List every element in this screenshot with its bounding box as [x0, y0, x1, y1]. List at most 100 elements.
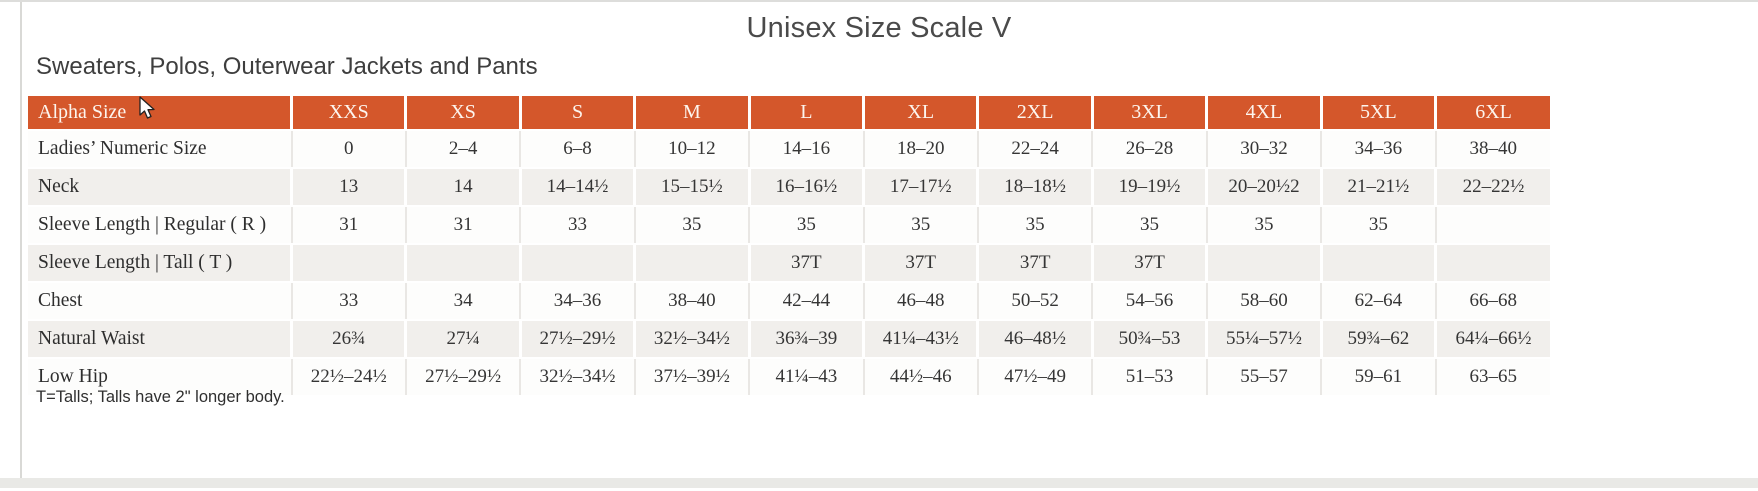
size-cell: 35: [748, 205, 864, 245]
size-cell: 37T: [1090, 243, 1207, 283]
row-label: Sleeve Length | Tall ( T ): [28, 243, 292, 283]
size-cell: 58–60: [1205, 281, 1322, 321]
size-cell: 20–20½2: [1205, 167, 1322, 207]
size-cell: 30–32: [1205, 129, 1322, 169]
table-row: Neck 13 14 14–14½ 15–15½ 16–16½ 17–17½ 18–18½ 19…: [28, 167, 1550, 207]
size-cell: 35: [1091, 205, 1207, 245]
size-cell: 27¼: [404, 319, 521, 359]
size-cell: 44½–46: [862, 357, 978, 397]
size-cell: 35: [1320, 205, 1436, 245]
size-cell: 66–68: [1434, 281, 1550, 321]
size-cell: 55–57: [1205, 357, 1322, 397]
size-cell: 38–40: [633, 281, 750, 321]
size-cell: [1434, 205, 1550, 245]
size-cell: 34–36: [1320, 129, 1436, 169]
size-cell: 27½–29½: [404, 357, 521, 397]
size-cell: 55¼–57½: [1205, 319, 1322, 359]
size-cell: 16–16½: [747, 167, 864, 207]
size-cell: 15–15½: [633, 167, 750, 207]
size-cell: 59¾–62: [1319, 319, 1436, 359]
size-cell: 51–53: [1091, 357, 1207, 397]
header-cell-size-3xl: 3XL: [1090, 96, 1207, 131]
header-cell-size-xl: XL: [862, 96, 978, 131]
size-cell: [1319, 243, 1436, 283]
size-cell: 34–36: [519, 281, 635, 321]
page-subtitle: Sweaters, Polos, Outerwear Jackets and P…: [36, 53, 538, 80]
size-cell: 59–61: [1320, 357, 1436, 397]
size-cell: 13: [289, 167, 406, 207]
size-cell: 35: [633, 205, 750, 245]
size-cell: 31: [404, 205, 521, 245]
row-label: Low Hip: [28, 357, 292, 397]
table-row: Natural Waist 26¾ 27¼ 27½–29½ 32½–34½ 36¾–39 4…: [28, 319, 1550, 359]
header-cell-size-m: M: [633, 96, 750, 131]
row-label: Chest: [28, 281, 292, 321]
size-cell: [1205, 243, 1322, 283]
row-label: Natural Waist: [28, 319, 292, 359]
size-cell: 18–20: [862, 129, 978, 169]
size-cell: 6–8: [519, 129, 635, 169]
header-cell-alpha-size: Alpha Size: [28, 96, 292, 131]
size-cell: 14–16: [748, 129, 864, 169]
size-cell: 14: [404, 167, 521, 207]
size-cell: 35: [976, 205, 1093, 245]
page-left-border: [20, 2, 22, 478]
row-label: Ladies’ Numeric Size: [28, 129, 292, 169]
size-cell: 22–22½: [1434, 167, 1550, 207]
size-cell: 63–65: [1434, 357, 1550, 397]
size-cell: 42–44: [748, 281, 864, 321]
size-cell: 17–17½: [862, 167, 978, 207]
size-cell: 54–56: [1091, 281, 1207, 321]
row-label: Neck: [28, 167, 292, 207]
size-cell: 22½–24½: [290, 357, 406, 397]
size-cell: [289, 243, 406, 283]
header-cell-size-2xl: 2XL: [976, 96, 1093, 131]
size-cell: 37T: [976, 243, 1093, 283]
size-cell: 46–48½: [976, 319, 1093, 359]
size-cell: 10–12: [633, 129, 750, 169]
size-cell: 62–64: [1320, 281, 1436, 321]
size-cell: 47½–49: [976, 357, 1093, 397]
header-cell-size-5xl: 5XL: [1319, 96, 1436, 131]
size-cell: 0: [290, 129, 406, 169]
size-cell: 33: [519, 205, 635, 245]
table-header-row: Alpha Size XXS XS S M L XL 2XL 3XL 4XL 5XL 6XL: [28, 96, 1550, 131]
size-cell: 22–24: [976, 129, 1093, 169]
size-cell: 46–48: [862, 281, 978, 321]
size-cell: 26–28: [1091, 129, 1207, 169]
header-cell-size-xxs: XXS: [289, 96, 406, 131]
size-cell: [633, 243, 750, 283]
header-cell-size-6xl: 6XL: [1434, 96, 1550, 131]
size-cell: 2–4: [404, 129, 521, 169]
header-cell-size-s: S: [518, 96, 635, 131]
mouse-cursor-icon: [139, 96, 155, 119]
size-cell: 35: [1205, 205, 1322, 245]
page-top-border: [0, 0, 1758, 2]
size-cell: 37T: [862, 243, 978, 283]
page-title: Unisex Size Scale V: [746, 12, 1012, 44]
size-cell: 21–21½: [1319, 167, 1436, 207]
size-cell: 14–14½: [518, 167, 635, 207]
table-row: Low Hip 22½–24½ 27½–29½ 32½–34½ 37½–39½ 41¼–4…: [28, 357, 1550, 397]
size-cell: 33: [290, 281, 406, 321]
header-cell-size-xs: XS: [404, 96, 521, 131]
size-cell: 32½–34½: [633, 319, 750, 359]
size-cell: 26¾: [289, 319, 406, 359]
size-cell: 37T: [747, 243, 864, 283]
size-cell: 19–19½: [1090, 167, 1207, 207]
size-cell: [518, 243, 635, 283]
table-row: Sleeve Length | Regular ( R ) 31 31 33 35 35 3…: [28, 205, 1550, 245]
table-row: Chest 33 34 34–36 38–40 42–44 46–48 50–52 54–56 5…: [28, 281, 1550, 321]
size-cell: 35: [862, 205, 978, 245]
size-cell: 38–40: [1434, 129, 1550, 169]
size-cell: 41¼–43½: [862, 319, 978, 359]
footnote: T=Talls; Talls have 2" longer body.: [36, 388, 285, 406]
size-cell: 41¼–43: [748, 357, 864, 397]
size-cell: 27½–29½: [518, 319, 635, 359]
header-cell-size-l: L: [747, 96, 864, 131]
size-cell: [404, 243, 521, 283]
size-cell: 64¼–66½: [1434, 319, 1550, 359]
size-cell: 18–18½: [976, 167, 1093, 207]
size-cell: 34: [404, 281, 521, 321]
size-cell: 50¾–53: [1090, 319, 1207, 359]
